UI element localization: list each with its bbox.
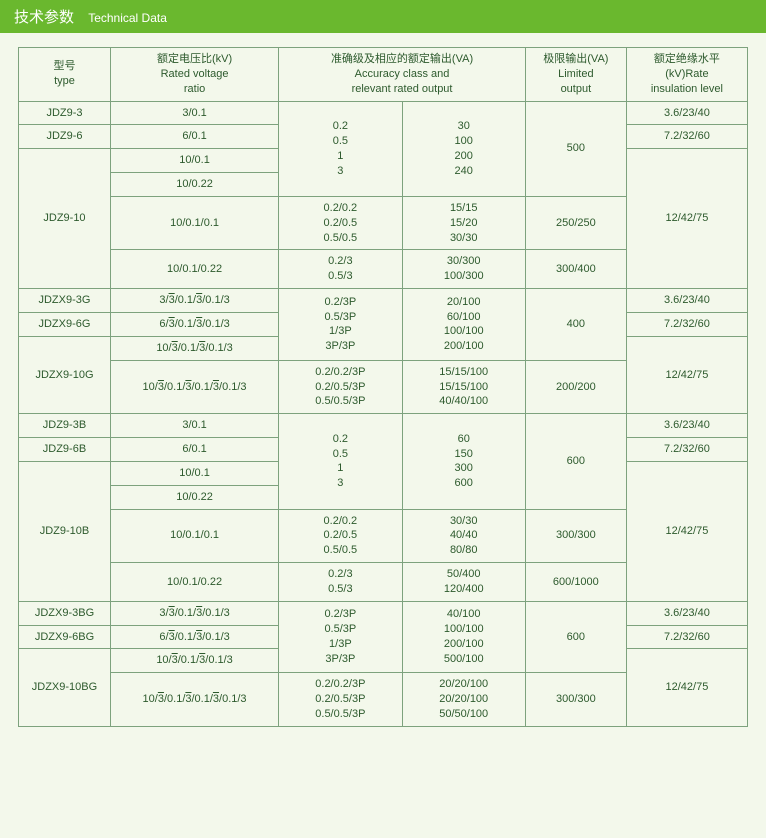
table-row: JDZ9-3B 3/0.1 0.2 0.5 1 3 60 150 300 600… [19, 414, 748, 438]
section-header: 技术参数 Technical Data [0, 0, 766, 33]
ratio-cell: 3/3/0.1/3/0.1/3 [110, 289, 278, 313]
table-row: JDZX9-3BG 3/3/0.1/3/0.1/3 0.2/3P 0.5/3P … [19, 601, 748, 625]
ratio-cell: 6/3/0.1/3/0.1/3 [110, 625, 278, 649]
table-row: JDZ9-3 3/0.1 0.2 0.5 1 3 30 100 200 240 … [19, 101, 748, 125]
ratio-cell: 3/3/0.1/3/0.1/3 [110, 601, 278, 625]
col-insul: 额定绝缘水平 (kV)Rate insulation level [626, 48, 747, 102]
ratio-cell: 6/3/0.1/3/0.1/3 [110, 312, 278, 336]
header-en: Technical Data [88, 11, 167, 25]
sheet: 型号 type 额定电压比(kV) Rated voltage ratio 准确… [0, 33, 766, 747]
col-accuracy: 准确级及相应的额定输出(VA) Accuracy class and relev… [279, 48, 526, 102]
col-type: 型号 type [19, 48, 111, 102]
ratio-cell: 10/3/0.1/3/0.1/3 [110, 336, 278, 360]
col-limited: 极限输出(VA) Limited output [525, 48, 626, 102]
ratio-cell: 10/3/0.1/3/0.1/3 [110, 649, 278, 673]
technical-data-table: 型号 type 额定电压比(kV) Rated voltage ratio 准确… [18, 47, 748, 727]
header-cn: 技术参数 [14, 9, 74, 26]
ratio-cell: 10/3/0.1/3/0.1/3/0.1/3 [110, 673, 278, 727]
ratio-cell: 10/3/0.1/3/0.1/3/0.1/3 [110, 360, 278, 414]
col-ratio: 额定电压比(kV) Rated voltage ratio [110, 48, 278, 102]
table-row: JDZX9-3G 3/3/0.1/3/0.1/3 0.2/3P 0.5/3P 1… [19, 289, 748, 313]
